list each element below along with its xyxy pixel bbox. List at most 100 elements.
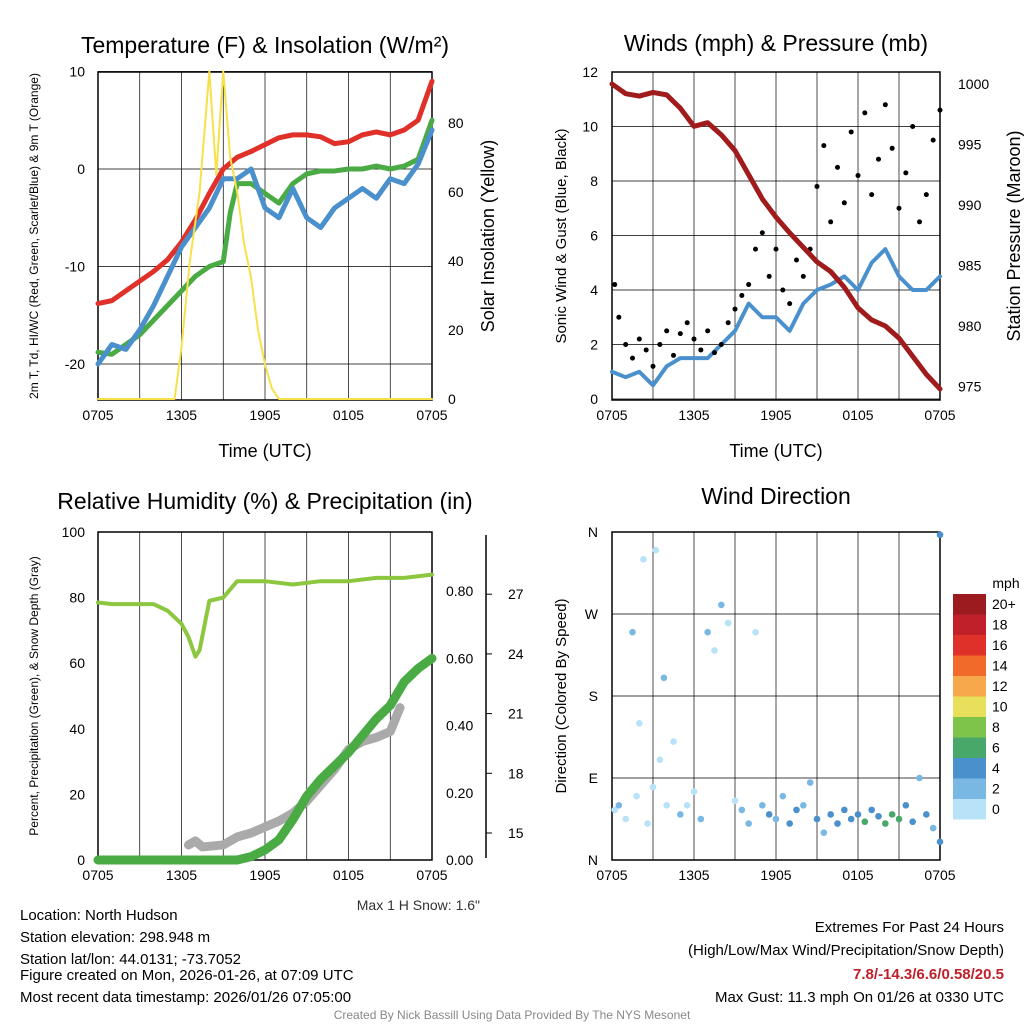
x-tick-label: 0705 (82, 867, 113, 883)
y-tick-label: 0 (590, 391, 598, 407)
direction-point (711, 647, 718, 654)
direction-point (888, 811, 896, 818)
gust-point (773, 246, 779, 252)
y-tick-label: 0 (77, 852, 85, 868)
gust-point (766, 273, 772, 279)
direction-point (861, 818, 869, 826)
direction-point (765, 811, 773, 818)
y2-tick-label: 0.40 (446, 718, 473, 734)
colorbar-tick: 14 (992, 658, 1008, 674)
series-sonic-wind (610, 247, 942, 388)
x-tick-label: 0105 (333, 407, 364, 423)
temperature-chart-frame (97, 71, 433, 401)
x-tick-label: 1905 (760, 407, 791, 423)
winds-chart-title: Winds (mph) & Pressure (mb) (624, 30, 928, 56)
gust-point (780, 287, 786, 293)
y3-tick-label: 18 (508, 765, 524, 781)
gust-point (705, 328, 711, 334)
colorbar-swatch (953, 778, 986, 799)
colorbar-tick: 18 (992, 617, 1008, 633)
series-wc (95, 127, 435, 367)
direction-point (936, 838, 944, 846)
direction-point (779, 792, 787, 800)
direction-point (615, 802, 623, 809)
direction-point (793, 806, 800, 814)
y2-tick-label: 60 (448, 184, 464, 200)
gust-point (787, 301, 793, 307)
gust-point (930, 137, 936, 143)
gust-point (684, 320, 690, 326)
colorbar-swatch (953, 696, 986, 717)
x-tick-label: 1305 (678, 867, 709, 883)
extremes-values: 7.8/-14.3/6.6/0.58/20.5 (853, 966, 1004, 983)
direction-point (745, 820, 752, 827)
x-tick-label: 0705 (596, 407, 627, 423)
gust-point (691, 336, 697, 342)
y-tick-label: 2 (590, 337, 598, 353)
gust-point (869, 192, 875, 198)
direction-point (690, 788, 698, 795)
gust-point (739, 292, 745, 298)
colorbar-tick: 12 (992, 678, 1008, 694)
gust-point (835, 164, 840, 170)
gust-point (671, 352, 676, 358)
y-tick-label: S (589, 688, 598, 704)
direction-point (683, 802, 691, 809)
series-pressure (609, 81, 943, 392)
x-tick-label: 1305 (678, 407, 709, 423)
direction-point (929, 824, 937, 832)
direction-point (813, 815, 821, 823)
direction-point (731, 797, 739, 805)
y-tick-label: 8 (590, 173, 598, 189)
extremes-heading: Extremes For Past 24 Hours (814, 919, 1004, 936)
x-tick-label: 0705 (924, 867, 955, 883)
direction-point (882, 820, 889, 827)
max-snow-annotation: Max 1 H Snow: 1.6" (357, 897, 480, 913)
gust-point (896, 205, 902, 211)
x-tick-label: 0705 (924, 407, 955, 423)
y2-axis-label: Station Pressure (Maroon) (1004, 130, 1024, 341)
y-axis-label: Percent, Precipitation (Green), & Snow D… (27, 556, 41, 835)
wind-direction-chart-title: Wind Direction (701, 483, 851, 509)
x-tick-label: 0705 (416, 407, 447, 423)
colorbar-tick: 0 (992, 801, 1000, 817)
direction-point (649, 783, 657, 791)
colorbar-tick: 2 (992, 781, 1000, 797)
direction-point (640, 556, 647, 563)
x-tick-label: 0705 (416, 867, 447, 883)
gust-point (862, 110, 868, 116)
direction-point (656, 756, 664, 764)
direction-point (752, 628, 759, 636)
y-axis-label: Sonic Wind & Gust (Blue, Black) (553, 128, 570, 343)
max-gust-text: Max Gust: 11.3 mph On 01/26 at 0330 UTC (714, 989, 1004, 1006)
y2-axis-label: Solar Insolation (Yellow) (478, 140, 498, 332)
temperature-chart-title: Temperature (F) & Insolation (W/m²) (81, 32, 449, 58)
direction-point (916, 774, 923, 782)
direction-point (854, 811, 862, 818)
x-tick-label: 0705 (82, 407, 113, 423)
gust-point (725, 320, 731, 326)
y2-tick-label: 985 (958, 258, 982, 274)
series-insolation (97, 70, 433, 400)
gust-point (732, 306, 738, 312)
latlon-text: Station lat/lon: 44.0131; -73.7052 (20, 951, 242, 968)
gust-point (923, 192, 929, 198)
direction-point (644, 820, 651, 827)
y2-tick-label: 1000 (958, 76, 989, 92)
y-tick-label: 100 (62, 524, 86, 540)
direction-point (611, 806, 619, 814)
gust-point (677, 331, 683, 337)
y3-tick-label: 27 (508, 586, 524, 602)
direction-point (827, 811, 834, 818)
colorbar-label: mph (992, 575, 1019, 591)
colorbar-tick: 8 (992, 719, 1000, 735)
x-axis-label: Time (UTC) (218, 441, 311, 461)
colorbar-swatch (953, 758, 986, 779)
direction-point (633, 792, 640, 800)
y2-tick-label: 0.60 (446, 650, 473, 666)
x-tick-label: 1905 (249, 407, 280, 423)
gust-point (841, 200, 847, 206)
direction-point (772, 815, 780, 823)
y-tick-label: 20 (69, 786, 85, 802)
